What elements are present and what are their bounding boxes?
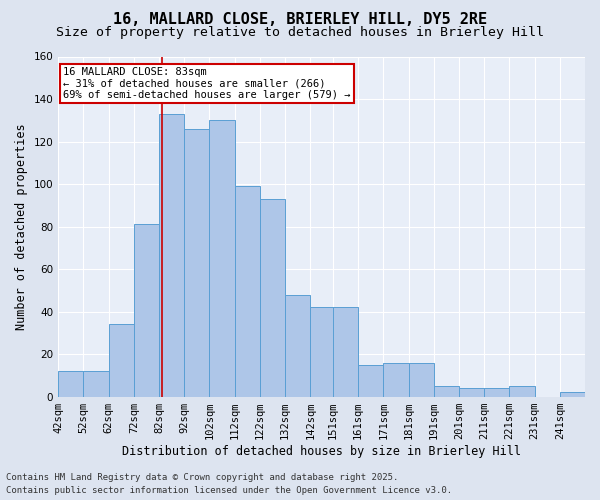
Bar xyxy=(285,294,310,396)
X-axis label: Distribution of detached houses by size in Brierley Hill: Distribution of detached houses by size … xyxy=(122,444,521,458)
Text: Contains HM Land Registry data © Crown copyright and database right 2025.: Contains HM Land Registry data © Crown c… xyxy=(6,474,398,482)
Bar xyxy=(459,388,484,396)
Bar xyxy=(358,364,383,396)
Bar xyxy=(184,129,209,396)
Bar xyxy=(134,224,159,396)
Text: Contains public sector information licensed under the Open Government Licence v3: Contains public sector information licen… xyxy=(6,486,452,495)
Text: 16, MALLARD CLOSE, BRIERLEY HILL, DY5 2RE: 16, MALLARD CLOSE, BRIERLEY HILL, DY5 2R… xyxy=(113,12,487,28)
Bar xyxy=(560,392,585,396)
Bar xyxy=(260,199,285,396)
Bar xyxy=(235,186,260,396)
Bar xyxy=(333,308,358,396)
Bar xyxy=(310,308,335,396)
Bar xyxy=(509,386,535,396)
Bar xyxy=(159,114,184,397)
Text: Size of property relative to detached houses in Brierley Hill: Size of property relative to detached ho… xyxy=(56,26,544,39)
Text: 16 MALLARD CLOSE: 83sqm
← 31% of detached houses are smaller (266)
69% of semi-d: 16 MALLARD CLOSE: 83sqm ← 31% of detache… xyxy=(64,66,351,100)
Bar xyxy=(83,371,109,396)
Bar xyxy=(209,120,235,396)
Bar xyxy=(383,362,409,396)
Bar xyxy=(58,371,83,396)
Bar xyxy=(409,362,434,396)
Bar xyxy=(484,388,509,396)
Bar xyxy=(109,324,134,396)
Y-axis label: Number of detached properties: Number of detached properties xyxy=(15,123,28,330)
Bar xyxy=(434,386,459,396)
